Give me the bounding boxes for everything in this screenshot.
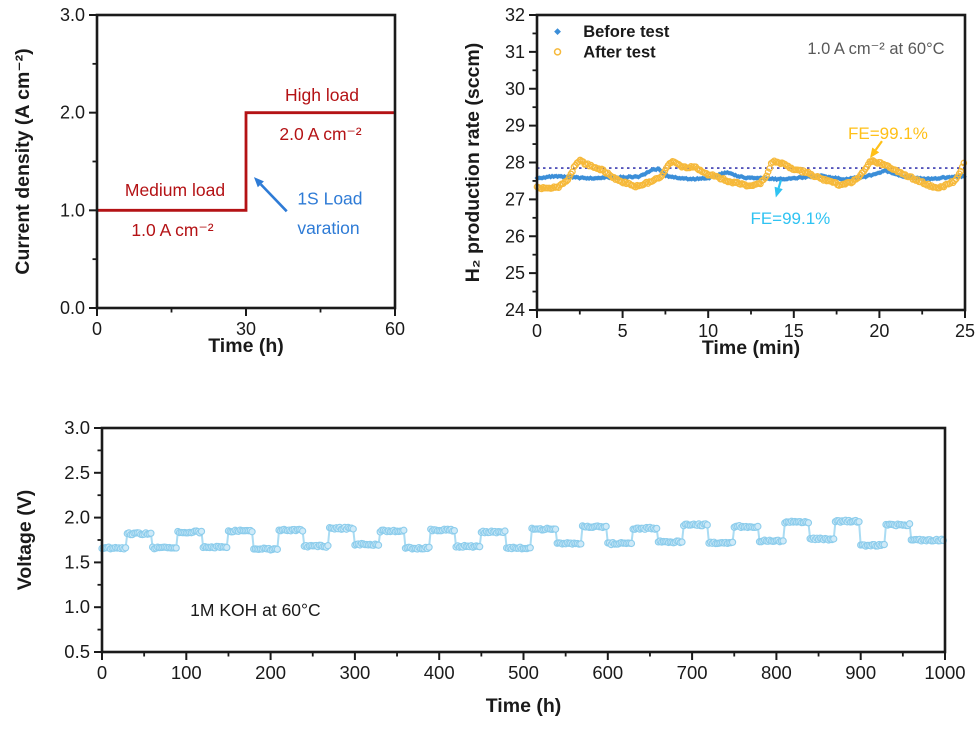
svg-text:2.0 A cm⁻²: 2.0 A cm⁻² bbox=[279, 124, 361, 144]
svg-text:Current density (A cm⁻²): Current density (A cm⁻²) bbox=[12, 48, 34, 274]
svg-text:15: 15 bbox=[784, 321, 804, 341]
svg-text:1000: 1000 bbox=[924, 662, 965, 683]
svg-text:25: 25 bbox=[955, 321, 975, 341]
svg-text:20: 20 bbox=[869, 321, 889, 341]
h2-production-rate-chart: 0 5 10 15 20 25 24 25 26 27 28 29 30 31 32 Time (min) H₂… bbox=[462, 5, 975, 359]
svg-text:Time (min): Time (min) bbox=[702, 337, 800, 359]
svg-text:100: 100 bbox=[171, 662, 202, 683]
svg-text:2.0: 2.0 bbox=[60, 103, 85, 123]
svg-text:600: 600 bbox=[592, 662, 623, 683]
svg-text:400: 400 bbox=[424, 662, 455, 683]
svg-text:24: 24 bbox=[505, 300, 525, 320]
svg-text:30: 30 bbox=[505, 79, 525, 99]
svg-text:25: 25 bbox=[505, 263, 525, 283]
svg-text:FE=99.1%: FE=99.1% bbox=[750, 209, 830, 228]
svg-text:900: 900 bbox=[845, 662, 876, 683]
svg-text:varation: varation bbox=[297, 218, 359, 238]
svg-text:1.5: 1.5 bbox=[64, 551, 90, 572]
svg-text:26: 26 bbox=[505, 226, 525, 246]
svg-text:500: 500 bbox=[508, 662, 539, 683]
voltage-durability-chart: 0 100 200 300 400 500 600 700 800 900 1000 0.5 1.0 1.… bbox=[14, 417, 966, 717]
svg-text:29: 29 bbox=[505, 116, 525, 136]
svg-text:1.0 A cm⁻²: 1.0 A cm⁻² bbox=[131, 220, 213, 240]
svg-text:700: 700 bbox=[677, 662, 708, 683]
svg-text:After test: After test bbox=[583, 43, 656, 61]
svg-text:0: 0 bbox=[97, 662, 107, 683]
svg-text:High load: High load bbox=[285, 85, 359, 105]
svg-text:30: 30 bbox=[236, 319, 256, 339]
svg-text:Time (h): Time (h) bbox=[486, 695, 561, 717]
svg-text:31: 31 bbox=[505, 42, 525, 62]
svg-text:0.5: 0.5 bbox=[64, 641, 90, 662]
svg-text:300: 300 bbox=[339, 662, 370, 683]
svg-text:3.0: 3.0 bbox=[64, 417, 90, 438]
svg-text:1.0: 1.0 bbox=[64, 596, 90, 617]
svg-text:5: 5 bbox=[618, 321, 628, 341]
svg-text:1S Load: 1S Load bbox=[297, 189, 362, 209]
svg-text:2.5: 2.5 bbox=[64, 462, 90, 483]
svg-text:0.0: 0.0 bbox=[60, 298, 85, 318]
svg-text:3.0: 3.0 bbox=[60, 5, 85, 25]
svg-text:H₂ production rate (sccm): H₂ production rate (sccm) bbox=[462, 43, 484, 282]
svg-text:Time (h): Time (h) bbox=[208, 335, 283, 357]
svg-text:32: 32 bbox=[505, 5, 525, 25]
svg-text:800: 800 bbox=[761, 662, 792, 683]
svg-text:Before test: Before test bbox=[583, 23, 670, 41]
svg-text:1.0: 1.0 bbox=[60, 200, 85, 220]
svg-text:Voltage (V): Voltage (V) bbox=[14, 490, 36, 590]
svg-text:27: 27 bbox=[505, 189, 525, 209]
svg-text:Medium load: Medium load bbox=[125, 180, 225, 200]
svg-text:200: 200 bbox=[255, 662, 286, 683]
svg-text:0: 0 bbox=[532, 321, 542, 341]
svg-text:28: 28 bbox=[505, 153, 525, 173]
svg-text:FE=99.1%: FE=99.1% bbox=[848, 124, 928, 143]
svg-text:1M KOH at 60°C: 1M KOH at 60°C bbox=[190, 600, 321, 620]
load-profile-chart: 0 30 60 0.0 1.0 2.0 3.0 Time (h) Current density… bbox=[12, 5, 405, 357]
svg-text:0: 0 bbox=[92, 319, 102, 339]
svg-text:1.0 A cm⁻² at 60°C: 1.0 A cm⁻² at 60°C bbox=[807, 40, 944, 58]
svg-text:60: 60 bbox=[385, 319, 405, 339]
svg-text:2.0: 2.0 bbox=[64, 507, 90, 528]
svg-text:10: 10 bbox=[698, 321, 718, 341]
